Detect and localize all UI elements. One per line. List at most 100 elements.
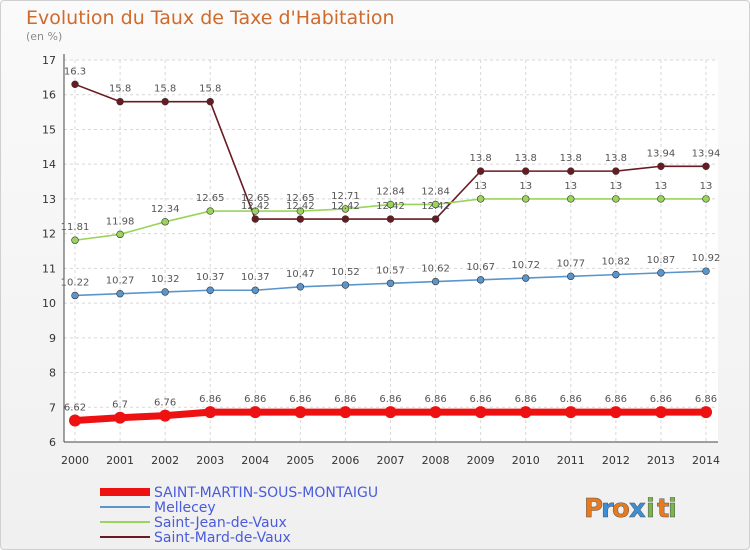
data-point — [476, 276, 485, 284]
data-label: 6.86 — [289, 394, 311, 405]
data-label: 13 — [700, 181, 713, 192]
data-point — [567, 167, 575, 175]
data-label: 6.62 — [64, 402, 86, 413]
data-label: 6.86 — [470, 394, 492, 405]
legend-label: SAINT-MARTIN-SOUS-MONTAIGU — [154, 485, 378, 501]
data-label: 6.86 — [199, 394, 221, 405]
data-label: 12.65 — [196, 193, 225, 204]
data-label: 6.86 — [334, 394, 356, 405]
y-tick-label: 12 — [42, 228, 56, 241]
data-point — [654, 406, 667, 419]
data-point — [612, 167, 620, 175]
data-label: 10.37 — [241, 272, 270, 283]
x-tick-label: 2003 — [196, 454, 224, 467]
data-label: 6.86 — [424, 394, 446, 405]
data-label: 10.92 — [692, 253, 721, 264]
data-point — [204, 406, 217, 419]
data-label: 13.8 — [470, 153, 492, 164]
data-label: 15.8 — [154, 84, 176, 95]
data-label: 13.94 — [692, 148, 721, 159]
logo-letter: r — [601, 494, 614, 524]
data-label: 6.86 — [650, 394, 672, 405]
data-label: 16.3 — [64, 66, 86, 77]
data-point — [71, 236, 79, 244]
data-point — [519, 406, 532, 419]
data-point — [609, 406, 622, 419]
data-point — [71, 291, 79, 300]
data-point — [296, 283, 305, 291]
data-label: 13 — [474, 181, 487, 192]
data-label: 12.42 — [331, 201, 360, 212]
data-point — [114, 411, 127, 424]
data-point — [384, 406, 397, 419]
data-point — [612, 270, 620, 279]
data-label: 12.34 — [151, 204, 180, 215]
data-point — [116, 97, 124, 106]
y-tick-label: 11 — [42, 262, 56, 275]
data-point — [294, 406, 307, 419]
x-tick-label: 2004 — [241, 454, 269, 467]
x-tick-label: 2007 — [377, 454, 405, 467]
data-point — [71, 80, 79, 89]
data-point — [702, 195, 710, 203]
data-label: 13.94 — [647, 148, 676, 159]
data-label: 10.77 — [556, 258, 585, 269]
y-tick-label: 10 — [42, 297, 56, 310]
x-tick-label: 2000 — [61, 454, 89, 467]
x-tick-label: 2009 — [467, 454, 495, 467]
data-point — [702, 162, 710, 170]
x-tick-label: 2014 — [692, 454, 720, 467]
data-point — [431, 215, 440, 223]
data-label: 13.8 — [605, 153, 627, 164]
data-point — [567, 272, 575, 281]
y-tick-label: 9 — [49, 332, 56, 345]
data-label: 6.76 — [154, 398, 176, 409]
data-label: 10.32 — [151, 274, 180, 285]
data-label: 10.47 — [286, 269, 315, 280]
data-point — [431, 277, 440, 286]
data-label: 12.42 — [286, 201, 315, 212]
data-label: 12.65 — [286, 193, 315, 204]
x-tick-label: 2010 — [512, 454, 540, 467]
data-point — [339, 406, 352, 419]
data-label: 10.67 — [466, 262, 495, 273]
legend-label: Saint-Mard-de-Vaux — [154, 530, 291, 546]
logo-letter: o — [612, 494, 630, 524]
y-tick-label: 6 — [49, 436, 56, 449]
data-label: 6.86 — [515, 394, 537, 405]
data-point — [116, 290, 124, 298]
data-point — [476, 195, 485, 203]
data-point — [161, 218, 169, 226]
x-tick-label: 2011 — [557, 454, 585, 467]
data-point — [564, 406, 577, 419]
data-point — [657, 195, 665, 203]
y-tick-label: 14 — [42, 158, 56, 171]
chart-subtitle: (en %) — [26, 30, 62, 43]
data-point — [612, 195, 620, 203]
data-point — [657, 269, 665, 277]
data-point — [341, 205, 350, 213]
data-point — [474, 406, 487, 419]
legend: SAINT-MARTIN-SOUS-MONTAIGUMelleceySaint-… — [100, 485, 378, 546]
chart-title: Evolution du Taux de Taxe d'Habitation — [26, 7, 395, 29]
data-point — [567, 195, 575, 203]
data-point — [522, 274, 530, 282]
data-point — [522, 167, 530, 175]
data-label: 10.52 — [331, 267, 360, 278]
logo-letter: x — [629, 494, 646, 524]
data-label: 10.37 — [196, 272, 225, 283]
y-tick-label: 17 — [42, 54, 56, 67]
data-point — [161, 288, 169, 296]
logo-letter: i — [668, 494, 677, 524]
x-tick-label: 2005 — [286, 454, 314, 467]
logo-letter: i — [646, 494, 655, 524]
data-label: 6.86 — [605, 394, 627, 405]
data-point — [429, 406, 442, 419]
data-labels: 16.3 15.8 15.8 15.8 12.42 12.42 12.42 12.42 12.4… — [61, 66, 721, 413]
data-label: 13.8 — [560, 153, 582, 164]
data-point — [116, 230, 124, 239]
y-tick-label: 16 — [42, 89, 56, 102]
data-point — [341, 215, 350, 223]
data-label: 6.86 — [379, 394, 401, 405]
data-point — [386, 215, 395, 223]
